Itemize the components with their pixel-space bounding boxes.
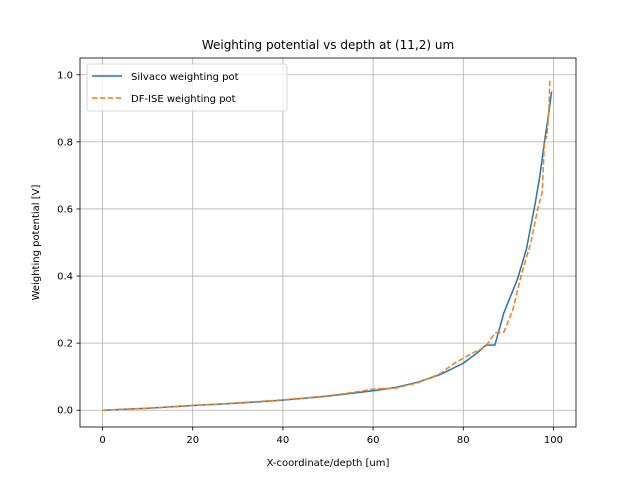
- x-tick-label: 100: [544, 435, 563, 446]
- y-axis: 0.0 0.2 0.4 0.6 0.8 1.0: [57, 70, 80, 417]
- x-tick-label: 0: [99, 435, 105, 446]
- x-tick-label: 80: [457, 435, 470, 446]
- x-tick-label: 20: [186, 435, 199, 446]
- chart-title: Weighting potential vs depth at (11,2) u…: [202, 38, 454, 52]
- y-tick-label: 0.2: [57, 339, 73, 350]
- legend-label-silvaco: Silvaco weighting pot: [131, 72, 239, 83]
- legend-box: [86, 63, 288, 112]
- y-tick-label: 0.8: [57, 137, 73, 148]
- x-tick-label: 40: [277, 435, 290, 446]
- y-tick-label: 0.4: [57, 272, 73, 283]
- plot-frame: [79, 57, 577, 428]
- x-axis: 0 20 40 60 80 100: [99, 427, 563, 446]
- legend-label-dfise: DF-ISE weighting pot: [131, 94, 236, 105]
- y-tick-label: 0.6: [57, 204, 73, 215]
- series-line-dfise: [102, 78, 551, 411]
- series-layer: [102, 78, 553, 411]
- y-axis-label: Weighting potential [V]: [31, 185, 42, 301]
- grid-lines: [80, 58, 576, 427]
- x-axis-label: X-coordinate/depth [um]: [267, 458, 390, 469]
- y-tick-label: 1.0: [57, 70, 73, 81]
- y-tick-label: 0.0: [57, 406, 73, 417]
- legend: Silvaco weighting pot DF-ISE weighting p…: [86, 63, 288, 112]
- x-tick-label: 60: [367, 435, 380, 446]
- plot-area: [80, 58, 576, 427]
